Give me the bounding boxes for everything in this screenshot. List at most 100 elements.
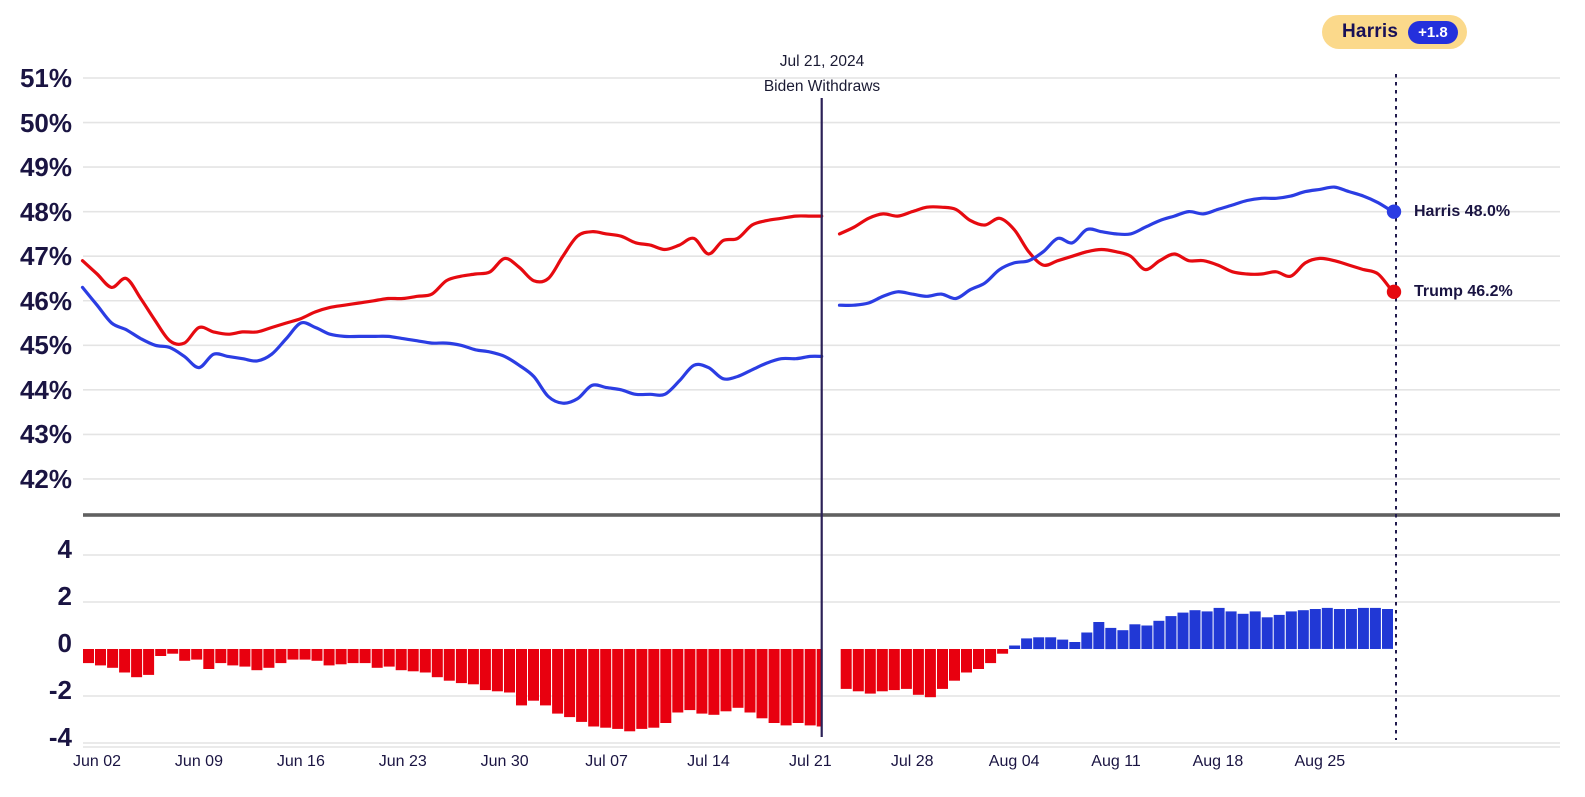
margin-bar[interactable] [973,649,984,669]
margin-bar[interactable] [1141,626,1152,650]
margin-bar[interactable] [721,649,732,711]
margin-bar[interactable] [360,649,371,663]
margin-bar[interactable] [985,649,996,663]
margin-bar[interactable] [1214,608,1225,649]
margin-bar[interactable] [384,649,395,667]
margin-bar[interactable] [1105,628,1116,649]
margin-bar[interactable] [239,649,250,667]
margin-bar[interactable] [745,649,756,713]
margin-bar[interactable] [901,649,912,689]
margin-bar[interactable] [1045,637,1056,649]
margin-bar[interactable] [1238,614,1249,649]
margin-bar[interactable] [576,649,587,722]
margin-bar[interactable] [504,649,515,693]
margin-bar[interactable] [119,649,130,673]
margin-bar[interactable] [143,649,154,675]
margin-bar[interactable] [1117,630,1128,649]
margin-bar[interactable] [251,649,262,670]
margin-bar[interactable] [961,649,972,673]
margin-bar[interactable] [925,649,936,697]
margin-bar[interactable] [1129,624,1140,649]
margin-bar[interactable] [1262,617,1273,649]
margin-bar[interactable] [600,649,611,728]
margin-bar[interactable] [853,649,864,691]
margin-bar[interactable] [95,649,106,665]
margin-bar[interactable] [636,649,647,729]
margin-bar[interactable] [420,649,431,673]
margin-bar[interactable] [1093,622,1104,649]
margin-bar[interactable] [733,649,744,708]
margin-bar[interactable] [492,649,503,691]
margin-bar[interactable] [324,649,335,665]
margin-bar[interactable] [227,649,238,665]
poll-trend-and-margin-chart[interactable] [0,0,1585,797]
harris-trend-line[interactable] [840,187,1393,305]
trump-end-dot[interactable] [1387,285,1401,299]
margin-bar[interactable] [480,649,491,690]
margin-bar[interactable] [1298,610,1309,649]
margin-bar[interactable] [1226,611,1237,649]
margin-bar[interactable] [1178,613,1189,649]
margin-bar[interactable] [540,649,551,705]
margin-bar[interactable] [1334,609,1345,649]
margin-bar[interactable] [432,649,443,677]
margin-bar[interactable] [348,649,359,663]
margin-bar[interactable] [865,649,876,694]
margin-bar[interactable] [1346,609,1357,649]
margin-bar[interactable] [131,649,142,677]
margin-bar[interactable] [179,649,190,661]
harris-end-dot[interactable] [1387,204,1401,218]
margin-bar[interactable] [793,649,804,723]
margin-bar[interactable] [1322,608,1333,649]
margin-bar[interactable] [564,649,575,717]
margin-bar[interactable] [1021,638,1032,649]
margin-bar[interactable] [672,649,683,713]
margin-bar[interactable] [155,649,166,656]
margin-bar[interactable] [444,649,455,681]
margin-bar[interactable] [708,649,719,715]
margin-bar[interactable] [1358,608,1369,649]
margin-bar[interactable] [588,649,599,727]
margin-bar[interactable] [456,649,467,683]
margin-bar[interactable] [1069,642,1080,649]
margin-bar[interactable] [1310,609,1321,649]
margin-bar[interactable] [769,649,780,723]
margin-bar[interactable] [263,649,274,668]
margin-bar[interactable] [1274,615,1285,649]
margin-bar[interactable] [1286,611,1297,649]
margin-bar[interactable] [684,649,695,710]
margin-bar[interactable] [288,649,299,660]
margin-bar[interactable] [1382,609,1393,649]
margin-bar[interactable] [552,649,563,714]
margin-bar[interactable] [167,649,178,654]
margin-bar[interactable] [275,649,286,663]
margin-bar[interactable] [1166,616,1177,649]
margin-bar[interactable] [408,649,419,671]
margin-bar[interactable] [612,649,623,729]
margin-bar[interactable] [889,649,900,690]
margin-bar[interactable] [1190,610,1201,649]
margin-bar[interactable] [757,649,768,718]
margin-bar[interactable] [696,649,707,714]
margin-bar[interactable] [937,649,948,689]
margin-bar[interactable] [1081,633,1092,649]
trump-trend-line[interactable] [840,207,1393,292]
margin-bar[interactable] [191,649,202,660]
margin-bar[interactable] [949,649,960,681]
margin-bar[interactable] [1370,608,1381,649]
margin-bar[interactable] [468,649,479,684]
margin-bar[interactable] [648,649,659,728]
margin-bar[interactable] [396,649,407,670]
margin-bar[interactable] [1250,611,1261,649]
margin-bar[interactable] [300,649,311,660]
margin-bar[interactable] [83,649,94,663]
margin-bar[interactable] [528,649,539,701]
margin-bar[interactable] [997,649,1008,654]
margin-bar[interactable] [203,649,214,669]
margin-bar[interactable] [372,649,383,668]
margin-bar[interactable] [1202,611,1213,649]
trump-trend-line[interactable] [83,216,822,344]
margin-bar[interactable] [805,649,816,725]
margin-bar[interactable] [624,649,635,731]
margin-bar[interactable] [516,649,527,705]
